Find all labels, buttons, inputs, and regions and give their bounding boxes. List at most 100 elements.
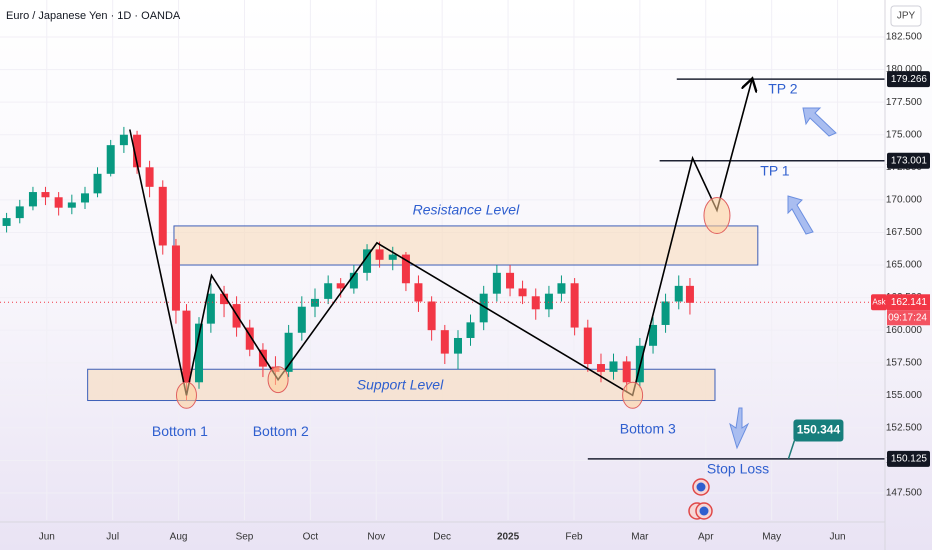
- candle-body: [171, 245, 180, 311]
- zone-label: Resistance Level: [413, 202, 521, 218]
- candle-body: [388, 254, 397, 260]
- y-tick-label: 147.500: [886, 488, 923, 499]
- candle-body: [195, 323, 204, 383]
- y-tick-label: 182.500: [886, 32, 923, 43]
- annotation: Bottom 2: [253, 423, 309, 439]
- x-tick-label: Aug: [170, 532, 188, 543]
- candle-body: [81, 193, 90, 203]
- candle-body: [145, 167, 154, 187]
- candle-body: [2, 218, 11, 226]
- x-tick-label: May: [762, 532, 781, 543]
- candle-body: [557, 283, 566, 294]
- candle-body: [310, 298, 319, 307]
- annotation: Bottom 1: [152, 423, 208, 439]
- y-tick-label: 157.500: [886, 357, 923, 368]
- pattern-line: [129, 80, 752, 397]
- candle-body: [158, 186, 167, 246]
- level-tag: [887, 450, 930, 467]
- price-tag-label: 162.141: [891, 297, 928, 308]
- annotation: Stop Loss: [707, 461, 769, 477]
- candle-body: [674, 285, 683, 302]
- callout-box: [793, 419, 844, 442]
- candle-body: [685, 285, 694, 303]
- hint-arrows: [729, 107, 837, 450]
- zone: [173, 225, 759, 266]
- candle-body: [54, 197, 63, 208]
- y-tick-label: 175.000: [886, 129, 923, 140]
- candle-body: [67, 202, 76, 208]
- candle-body: [479, 293, 488, 323]
- level-tag: [887, 152, 930, 169]
- y-tick-label: 165.000: [886, 260, 923, 271]
- highlight-circle: [703, 197, 731, 235]
- candle-body: [492, 272, 501, 294]
- candle-body: [401, 254, 410, 284]
- y-tick-label: 170.000: [886, 195, 923, 206]
- candle-body: [375, 249, 384, 260]
- callout-pointer: [787, 440, 796, 460]
- y-tick-label: 167.500: [886, 227, 923, 238]
- candle-body: [245, 327, 254, 350]
- callout-label: 150.344: [797, 423, 841, 437]
- price-tag: [887, 294, 930, 311]
- price-tag-name: Ask: [872, 297, 886, 306]
- countdown: 09:17:24: [888, 312, 927, 323]
- candle-body: [596, 364, 605, 372]
- candle-body: [15, 206, 24, 219]
- candle-body: [453, 337, 462, 354]
- candle-body: [220, 293, 229, 305]
- candle-body: [206, 293, 215, 324]
- candle-body: [544, 293, 553, 310]
- candle-body: [506, 272, 515, 289]
- currency-box[interactable]: [890, 5, 922, 27]
- y-tick-label: 160.000: [886, 325, 923, 336]
- x-tick-label: Jun: [829, 532, 845, 543]
- candle-body: [28, 192, 37, 207]
- candle-body: [133, 134, 142, 168]
- x-tick-label: Dec: [433, 532, 451, 543]
- plot: Resistance Level Support Level Bottom 1 Bot…: [0, 0, 885, 520]
- x-tick-label: Jul: [106, 532, 119, 543]
- level-tag: [887, 71, 930, 88]
- y-tick-label: 177.500: [886, 97, 923, 108]
- annotation: Bottom 3: [620, 421, 676, 437]
- y-tick-label: 152.500: [886, 423, 923, 434]
- price-tag: [871, 294, 887, 311]
- y-tick-label: 180.000: [886, 64, 923, 75]
- candle-body: [649, 324, 658, 346]
- candle-body: [466, 322, 475, 338]
- highlight-circle: [622, 381, 644, 409]
- x-tick-label: Oct: [303, 532, 319, 543]
- candle-body: [583, 327, 592, 365]
- candle-body: [336, 283, 345, 289]
- candle-body: [518, 288, 527, 297]
- candle-body: [661, 301, 670, 325]
- candle-body: [324, 283, 333, 299]
- candle-body: [182, 310, 191, 383]
- x-tick-label: Sep: [236, 532, 254, 543]
- zone-label: Support Level: [357, 377, 444, 393]
- highlight-circle: [175, 381, 197, 409]
- countdown-tag: [887, 310, 930, 326]
- candle-body: [297, 306, 306, 333]
- candle-body: [531, 296, 540, 310]
- annotation: TP 2: [768, 81, 798, 97]
- x-tick-label: Feb: [565, 532, 583, 543]
- chart-title: Euro / Japanese Yen · 1D · OANDA: [6, 10, 181, 22]
- candle-body: [363, 249, 372, 273]
- candle-body: [414, 283, 423, 302]
- candle-body: [119, 134, 128, 146]
- currency: JPY: [897, 11, 916, 22]
- candle-body: [570, 283, 579, 328]
- level-tag-label: 179.266: [891, 74, 928, 85]
- event-icons: [688, 478, 713, 520]
- x-tick-label: Apr: [698, 532, 714, 543]
- highlight-circle: [267, 366, 289, 394]
- candle-body: [41, 192, 50, 198]
- candle-body: [93, 173, 102, 194]
- candle-body: [622, 361, 631, 383]
- x-tick-label: Nov: [367, 532, 385, 543]
- candle-body: [427, 301, 436, 331]
- x-tick-label: Jun: [39, 532, 55, 543]
